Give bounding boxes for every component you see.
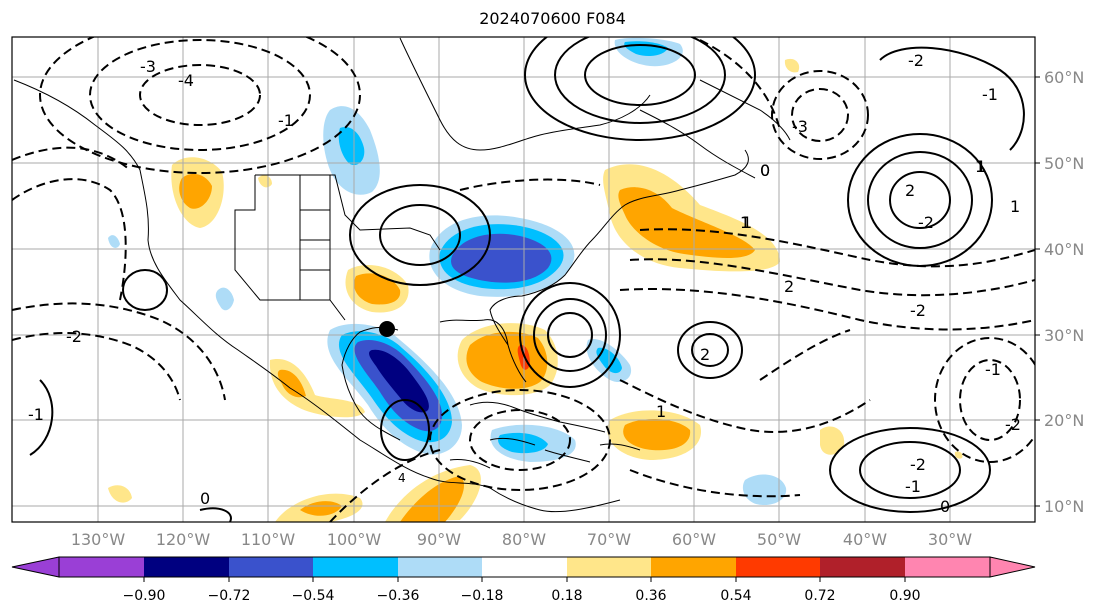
lon-label: 70°W [587,530,631,549]
contour-label: 1 [976,157,986,176]
colorbar-tick-label: 0.36 [635,588,666,604]
lon-label: 80°W [502,530,546,549]
lon-label: 120°W [156,530,211,549]
colorbar-segment [905,557,990,577]
lon-label: 110°W [241,530,296,549]
contour-label: -4 [178,71,194,90]
contour-label: -1 [985,360,1001,379]
colorbar-tick-label: −0.54 [292,588,335,604]
contour-label: -3 [140,57,156,76]
lat-label: 50°N [1044,154,1084,173]
colorbar-tick-label: −0.90 [123,588,166,604]
contour-label: -2 [66,327,82,346]
lat-label: 40°N [1044,240,1084,259]
contour-label: 1 [1010,197,1020,216]
contour-label: -1 [28,405,44,424]
lon-label: 50°W [757,530,801,549]
lon-label: 100°W [327,530,382,549]
colorbar-segment [736,557,820,577]
contour-label: 0 [200,489,210,508]
lon-label: 40°W [843,530,887,549]
longitude-label-group: 130°W 120°W 110°W 100°W 90°W 80°W 70°W 6… [71,530,972,549]
contour-label: 1 [740,213,750,232]
colorbar-segment [482,557,567,577]
contour-label: -2 [908,51,924,70]
colorbar-segment [820,557,905,577]
colorbar-tick-label: −0.36 [377,588,420,604]
colorbar-segment [398,557,482,577]
colorbar-tick-label: −0.18 [461,588,504,604]
colorbar-tick-label: 0.18 [551,588,582,604]
colorbar-segment [229,557,313,577]
map-title: 2024070600 F084 [479,9,626,28]
contour-label: -1 [278,111,294,130]
storm-center-dot [379,321,395,337]
lat-label: 20°N [1044,411,1084,430]
colorbar: −0.90 −0.72 −0.54 −0.36 −0.18 0.18 0.36 … [11,556,1036,604]
lat-label: 60°N [1044,68,1084,87]
contour-label-group: -3 -4 -2 -1 0 1 2 -3 0 1 -2 2 -1 1 -2 2 … [28,51,1021,516]
axis-ticks [1035,76,1040,507]
colorbar-segment [313,557,398,577]
lat-label: 30°N [1044,326,1084,345]
contour-lines [12,37,1035,522]
colorbar-tick-label: −0.72 [208,588,251,604]
contour-label: 1 [742,213,752,232]
lon-label: 90°W [417,530,461,549]
contour-label: -2 [910,455,926,474]
contour-label: -3 [792,117,808,136]
contour-label: 2 [905,181,915,200]
contour-label: 0 [760,161,770,180]
colorbar-tick-label: 0.54 [720,588,751,604]
contour-label: -2 [910,301,926,320]
contour-label: 1 [656,402,666,421]
colorbar-tick-label: 0.90 [889,588,920,604]
contour-label: -2 [1005,415,1021,434]
contour-label: 0 [940,497,950,516]
contour-label: -1 [905,477,921,496]
lon-label: 60°W [672,530,716,549]
lon-label: 30°W [928,530,972,549]
contour-label: -1 [982,85,998,104]
colorbar-extend-min [11,556,60,578]
colorbar-extend-max [989,556,1036,578]
contour-label: 4 [398,471,406,485]
contour-label: 2 [700,345,710,364]
map-panel: -3 -4 -2 -1 0 1 2 -3 0 1 -2 2 -1 1 -2 2 … [12,37,1035,522]
contour-label: 1 [975,157,985,176]
colorbar-segment [59,557,144,577]
contour-label: 0 [760,161,770,180]
lat-label: 10°N [1044,497,1084,516]
contour-label: -2 [918,213,934,232]
contour-label: 2 [784,277,794,296]
coastlines [13,37,791,513]
lon-label: 130°W [71,530,126,549]
shaded-fields [108,37,963,522]
colorbar-segment [567,557,651,577]
colorbar-segment [144,557,229,577]
map-frame [11,36,1036,523]
colorbar-tick-label: 0.72 [804,588,835,604]
latitude-label-group: 60°N 50°N 40°N 30°N 20°N 10°N [1044,68,1084,516]
colorbar-segment [651,557,736,577]
